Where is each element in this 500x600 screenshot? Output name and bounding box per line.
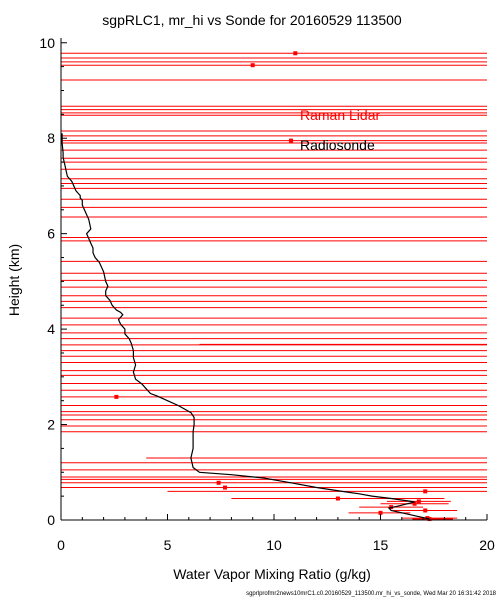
lidar-point <box>416 499 421 504</box>
radiosonde-line <box>61 133 430 520</box>
y-tick-label: 10 <box>39 35 55 51</box>
lidar-point <box>216 480 221 485</box>
lidar-point <box>423 508 428 513</box>
lidar-point <box>423 489 428 494</box>
lidar-point <box>114 394 119 399</box>
radiosonde-series <box>61 133 430 520</box>
x-tick-label: 20 <box>479 537 495 553</box>
lidar-point <box>412 501 417 506</box>
y-tick-label: 0 <box>47 512 55 528</box>
x-tick-label: 15 <box>373 537 389 553</box>
y-tick-label: 6 <box>47 226 55 242</box>
y-tick-label: 8 <box>47 130 55 146</box>
x-tick-label: 10 <box>266 537 282 553</box>
legend-entry-raman-lidar: Raman Lidar <box>300 107 380 123</box>
chart-title: sgpRLC1, mr_hi vs Sonde for 20160529 113… <box>102 12 402 28</box>
lidar-point <box>223 485 228 490</box>
x-tick-label: 5 <box>164 537 172 553</box>
legend-entry-radiosonde: Radiosonde <box>300 137 375 153</box>
lidar-point <box>289 138 294 143</box>
y-tick-label: 4 <box>47 321 55 337</box>
lidar-point <box>378 510 383 515</box>
lidar-point <box>335 496 340 501</box>
y-tick-label: 2 <box>47 417 55 433</box>
chart-footer: sgprlprofmr2news10mrC1.c0.20160529_11350… <box>246 591 497 597</box>
x-axis-label: Water Vapor Mixing Ratio (g/kg) <box>173 566 371 582</box>
lidar-point <box>293 51 298 56</box>
raman-lidar-series <box>61 51 487 522</box>
lidar-point <box>250 63 255 68</box>
y-axis-label: Height (km) <box>6 244 22 316</box>
axes: 0 5 10 15 20 0 2 4 6 8 10 <box>39 35 495 553</box>
x-tick-label: 0 <box>57 537 65 553</box>
